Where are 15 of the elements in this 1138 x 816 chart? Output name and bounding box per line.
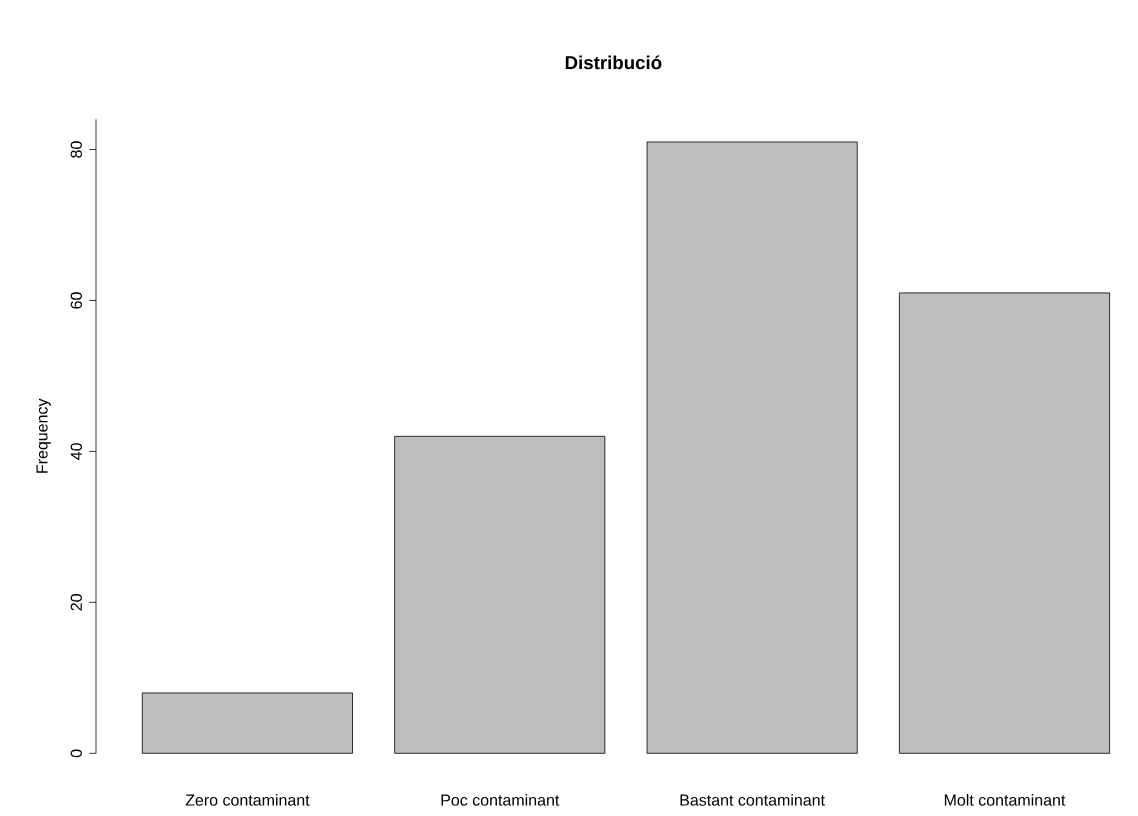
y-tick-label: 20 bbox=[70, 594, 82, 611]
y-tick-label: 60 bbox=[70, 292, 82, 309]
x-tick-label: Bastant contaminant bbox=[680, 794, 825, 806]
bar bbox=[394, 435, 606, 754]
x-tick-label: Poc contaminant bbox=[441, 794, 560, 806]
x-tick-label: Zero contaminant bbox=[185, 794, 310, 806]
y-axis-title: Frequency bbox=[36, 398, 51, 473]
bar bbox=[646, 141, 858, 754]
x-tick-label: Molt contaminant bbox=[944, 794, 1066, 806]
bar bbox=[141, 692, 353, 754]
y-tick-label: 0 bbox=[70, 749, 82, 758]
y-tick-label: 40 bbox=[70, 443, 82, 460]
y-tick-label: 80 bbox=[70, 141, 82, 158]
bar bbox=[898, 292, 1110, 754]
chart-title: Distribució bbox=[565, 55, 662, 70]
